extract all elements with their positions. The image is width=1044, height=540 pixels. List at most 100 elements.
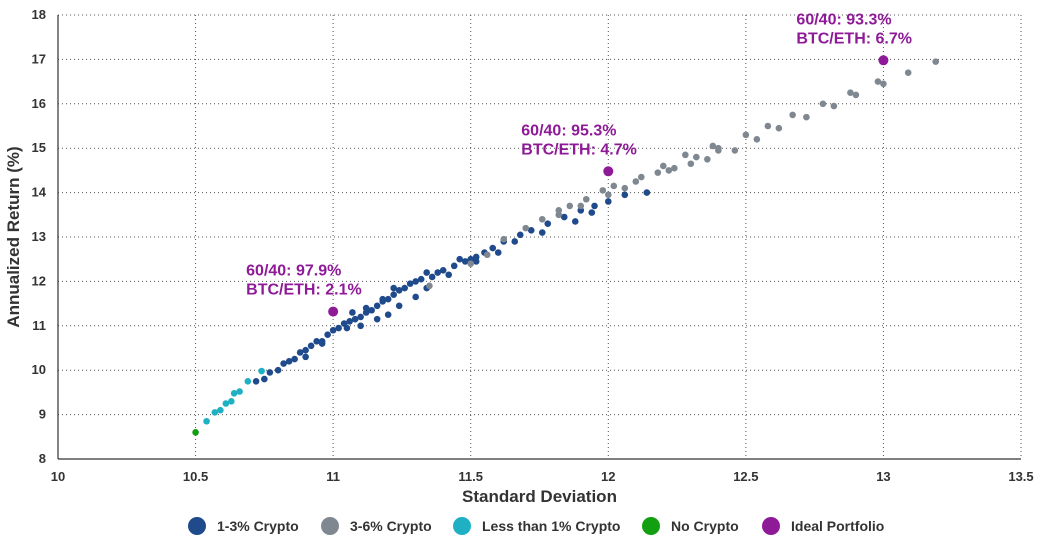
data-point	[538, 229, 546, 236]
y-axis-title: Annualized Return (%)	[4, 146, 23, 327]
data-point	[789, 111, 796, 119]
data-point	[803, 113, 810, 121]
data-point	[483, 251, 491, 259]
annotation-label: 60/40: 93.3%	[796, 11, 891, 28]
data-point	[847, 89, 854, 96]
y-tick-label: 11	[32, 318, 46, 333]
data-point	[874, 78, 882, 85]
data-point	[244, 378, 252, 385]
data-point	[390, 284, 397, 292]
data-point	[753, 136, 761, 143]
data-point	[261, 375, 268, 383]
data-point	[384, 295, 392, 303]
legend-label: No Crypto	[671, 518, 739, 534]
x-axis-title: Standard Deviation	[462, 487, 617, 506]
data-point	[395, 286, 403, 294]
data-point	[236, 388, 243, 395]
data-point	[591, 202, 598, 210]
data-point	[346, 318, 353, 325]
data-point	[302, 353, 309, 361]
data-point	[266, 369, 274, 376]
data-point	[775, 124, 783, 132]
legend-item: No Crypto	[642, 517, 739, 535]
data-point	[544, 220, 552, 227]
data-point	[412, 278, 419, 285]
x-tick-label: 11	[326, 469, 340, 484]
y-tick-label: 13	[32, 229, 46, 244]
y-tick-label: 18	[32, 7, 46, 22]
data-point	[878, 55, 889, 66]
legend-marker	[762, 517, 780, 535]
data-point	[285, 358, 293, 365]
data-point	[621, 184, 629, 192]
data-point	[687, 160, 695, 168]
legend-label: 3-6% Crypto	[350, 518, 432, 534]
data-point	[643, 189, 651, 196]
data-point	[461, 258, 469, 265]
y-tick-label: 17	[32, 51, 46, 66]
data-point	[318, 338, 326, 345]
y-tick-label: 9	[39, 407, 46, 422]
data-point	[516, 231, 524, 239]
data-point	[715, 147, 722, 154]
legend-item: Less than 1% Crypto	[453, 517, 620, 535]
data-point	[671, 164, 678, 172]
data-point	[621, 191, 629, 199]
data-point	[423, 269, 430, 276]
data-point	[604, 198, 612, 205]
y-tick-label: 10	[32, 362, 46, 377]
data-point	[880, 80, 887, 88]
data-point	[511, 238, 519, 245]
data-point	[280, 360, 287, 367]
y-tick-label: 8	[39, 451, 46, 466]
legend-item: 3-6% Crypto	[321, 517, 432, 535]
data-point	[500, 235, 508, 243]
annotations: 60/40: 97.9% BTC/ETH: 2.1% 60/40: 95.3% BTC…	[246, 11, 912, 298]
legend-marker	[453, 517, 471, 535]
data-point	[228, 397, 235, 405]
data-point	[395, 302, 403, 310]
annotation-label: BTC/ETH: 6.7%	[796, 30, 912, 47]
data-point	[296, 349, 304, 356]
data-point	[489, 244, 497, 252]
data-point	[494, 249, 502, 256]
data-point	[904, 69, 912, 77]
data-point	[324, 331, 331, 338]
data-point	[307, 342, 315, 350]
annotation-label: 60/40: 95.3%	[521, 122, 616, 139]
legend-label: Less than 1% Crypto	[482, 518, 620, 534]
data-point	[351, 315, 359, 323]
data-point	[560, 213, 568, 221]
data-point	[527, 227, 535, 234]
legend-marker	[188, 517, 206, 535]
grid-lines	[58, 14, 1022, 459]
data-point	[445, 271, 453, 279]
data-point	[328, 306, 339, 317]
x-tick-label: 11.5	[458, 469, 483, 484]
data-point	[566, 202, 574, 210]
data-point	[291, 355, 298, 363]
data-point	[682, 151, 689, 159]
data-point	[357, 322, 364, 330]
data-point	[313, 338, 320, 345]
data-point	[379, 295, 386, 303]
x-tick-label: 12	[601, 469, 615, 484]
data-point	[258, 367, 265, 375]
legend-marker	[642, 517, 660, 535]
x-tick-labels: 10 10.5 11 11.5 12 12.5 13 13.5	[51, 469, 1034, 484]
data-point	[472, 258, 480, 265]
data-point	[654, 169, 662, 176]
data-point	[343, 324, 351, 332]
axes	[57, 15, 1021, 460]
data-point	[571, 218, 579, 225]
data-point	[329, 326, 337, 334]
data-point	[577, 202, 585, 210]
data-point	[665, 167, 673, 174]
data-point	[852, 91, 860, 99]
data-point	[555, 211, 563, 219]
x-tick-label: 13.5	[1008, 469, 1033, 484]
x-tick-label: 10.5	[183, 469, 208, 484]
data-point	[932, 58, 940, 65]
x-tick-label: 12.5	[733, 469, 758, 484]
data-point	[230, 389, 238, 397]
